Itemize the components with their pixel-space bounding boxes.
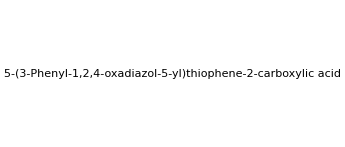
Text: 5-(3-Phenyl-1,2,4-oxadiazol-5-yl)thiophene-2-carboxylic acid: 5-(3-Phenyl-1,2,4-oxadiazol-5-yl)thiophe…	[4, 69, 341, 78]
